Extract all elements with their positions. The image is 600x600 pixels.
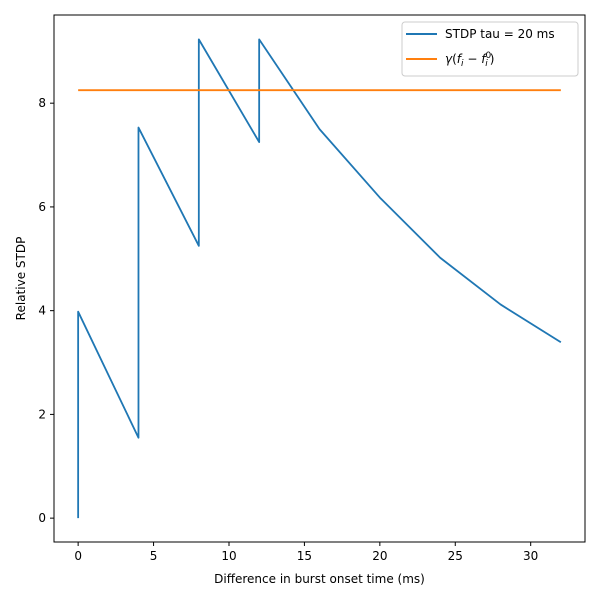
y-axis-label: Relative STDP — [14, 237, 28, 321]
legend-label-gamma: γ(fi − f0 i) — [445, 51, 494, 69]
y-tick-label: 0 — [38, 511, 46, 525]
x-axis-label: Difference in burst onset time (ms) — [214, 572, 425, 586]
y-tick-label: 4 — [38, 304, 46, 318]
x-tick-label: 20 — [372, 549, 387, 563]
legend: STDP tau = 20 ms γ(fi − f0 i) — [401, 21, 579, 77]
x-axis-ticks: 0 5 10 15 20 25 30 — [74, 542, 538, 563]
x-tick-label: 30 — [523, 549, 538, 563]
y-tick-label: 2 — [38, 407, 46, 421]
x-tick-label: 25 — [448, 549, 463, 563]
x-tick-label: 10 — [221, 549, 236, 563]
legend-label-stdp: STDP tau = 20 ms — [445, 27, 555, 41]
legend-box — [401, 21, 579, 77]
y-tick-label: 6 — [38, 200, 46, 214]
plot-lines — [77, 38, 562, 519]
series-line-0 — [77, 38, 562, 519]
plot-frame — [53, 14, 586, 543]
x-tick-label: 15 — [297, 549, 312, 563]
x-tick-label: 0 — [74, 549, 82, 563]
y-tick-label: 8 — [38, 96, 46, 110]
x-tick-label: 5 — [150, 549, 158, 563]
y-axis-ticks: 0 2 4 6 8 — [38, 96, 54, 525]
